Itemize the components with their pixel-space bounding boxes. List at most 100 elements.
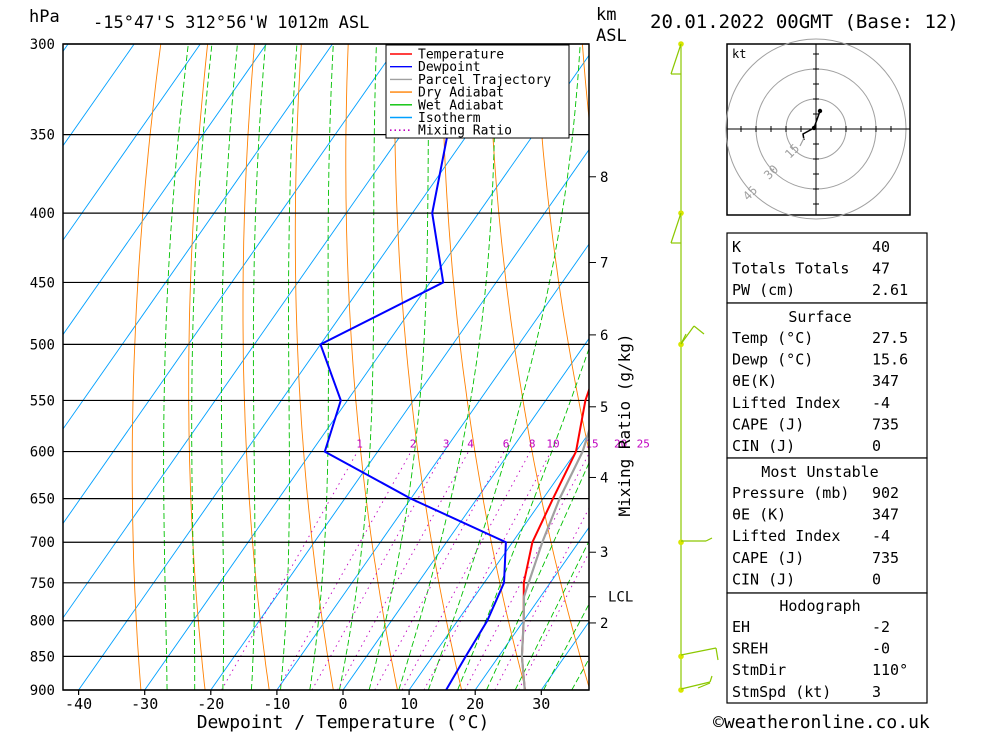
isotherm-line — [63, 44, 399, 525]
km-tick-label: 2 — [600, 616, 608, 632]
legend-label: Dry Adiabat — [418, 86, 504, 101]
most-unstable-row-label: CAPE (J) — [732, 549, 804, 567]
dry-adiabat-line — [957, 44, 1000, 690]
wind-barb — [705, 537, 713, 542]
wet-adiabat-line — [163, 44, 189, 690]
wet-adiabat-line — [250, 44, 266, 690]
isotherm-line — [63, 44, 333, 430]
pressure-tick-label: 700 — [30, 535, 55, 551]
mixing-ratio-label: 10 — [546, 438, 559, 451]
wind-barb — [709, 675, 713, 683]
km-tick-label: 8 — [600, 170, 608, 186]
most-unstable-row-value: 735 — [872, 549, 899, 567]
pressure-tick-label: 350 — [30, 128, 55, 144]
temperature-tick-label: 20 — [466, 695, 484, 713]
dry-adiabat-line — [535, 44, 589, 453]
dry-adiabat-line — [441, 44, 527, 690]
most-unstable-row-label: θE (K) — [732, 506, 786, 524]
most-unstable-row-value: -4 — [872, 527, 890, 545]
pressure-lines — [63, 43, 589, 691]
isotherm-line — [63, 44, 267, 336]
mixing-ratio-label: 4 — [467, 438, 474, 451]
temperature-tick-label: 30 — [532, 695, 550, 713]
isotherm-line — [276, 243, 589, 690]
mixing-ratio-label: 25 — [637, 438, 650, 451]
wind-barb — [670, 43, 682, 75]
hodograph-table-row-value: -0 — [872, 640, 890, 658]
temperature-tick-label: -30 — [131, 695, 158, 713]
wind-barb — [697, 682, 711, 689]
km-tick-label: 5 — [600, 400, 608, 416]
surface-row-label: Dewp (°C) — [732, 351, 813, 369]
most-unstable-row-value: 0 — [872, 570, 881, 588]
isotherm-line — [144, 54, 589, 690]
legend-box — [385, 44, 570, 139]
surface-row-label: θE(K) — [732, 372, 777, 390]
hodograph-unit: kt — [732, 47, 746, 61]
wet-adiabat-line — [457, 347, 589, 690]
wind-barb-column — [670, 41, 719, 693]
temperature-tick-label: 0 — [338, 695, 347, 713]
wet-adiabat-line — [398, 44, 497, 690]
km-tick-label: 4 — [600, 470, 608, 486]
hodograph-trace — [802, 110, 821, 141]
hodograph-table-row-value: 110° — [872, 661, 908, 679]
temperature-tick-label: -10 — [263, 695, 290, 713]
surface-row-value: 735 — [872, 415, 899, 433]
pressure-tick-label: 750 — [30, 576, 55, 592]
wet-adiabat-line — [368, 44, 430, 690]
wet-adiabat-line — [280, 44, 298, 690]
wind-barb-dot — [678, 539, 684, 546]
mixing-ratio-labels: 1 2 3 4 6 8 10 15 20 25 — [356, 438, 650, 451]
isotherm-line — [63, 44, 201, 241]
dry-adiabat-line — [294, 44, 334, 690]
wind-barb — [715, 647, 719, 661]
wind-barb-dot — [678, 341, 684, 348]
km-label: km — [596, 5, 616, 25]
surface-row-label: Temp (°C) — [732, 329, 813, 347]
legend-label: Wet Adiabat — [418, 98, 504, 113]
legend-label: Dewpoint — [418, 60, 481, 75]
isotherm-line — [63, 44, 135, 147]
surface-row-value: 15.6 — [872, 351, 908, 369]
pressure-tick-label: 400 — [30, 206, 55, 222]
indices-top-row-value: 40 — [872, 238, 890, 256]
dry-adiabat-line — [488, 44, 589, 689]
hodograph-table-row-label: SREH — [732, 640, 768, 658]
surface-row-value: 27.5 — [872, 329, 908, 347]
hodograph-point — [811, 125, 817, 131]
mixing-ratio-label: 1 — [356, 438, 363, 451]
most-unstable-row-label: Lifted Index — [732, 527, 840, 545]
temperature-tick-label: -20 — [197, 695, 224, 713]
pressure-tick-label: 300 — [30, 37, 55, 53]
hodograph-table-row-value: -2 — [872, 618, 890, 636]
mixing-ratio-label: 20 — [614, 438, 627, 451]
datetime-title: 20.01.2022 00GMT (Base: 12) — [650, 11, 959, 33]
pressure-tick-label: 550 — [30, 393, 55, 409]
wind-barb — [680, 647, 717, 656]
hodograph-table — [726, 592, 928, 704]
legend-label: Mixing Ratio — [418, 124, 512, 139]
pressure-tick-label: 600 — [30, 445, 55, 461]
pressure-tick-label: 900 — [30, 683, 55, 699]
wind-barb — [680, 333, 687, 345]
wet-adiabat-line — [220, 44, 238, 690]
legend-label: Parcel Trajectory — [418, 73, 551, 88]
most-unstable-title: Most Unstable — [761, 463, 878, 481]
wind-barb — [680, 681, 711, 690]
mixing-ratio-label: 8 — [529, 438, 536, 451]
km-tick-label: 6 — [600, 328, 608, 344]
mixing-ratio-axis-label: Mixing Ratio (g/kg) — [615, 333, 634, 516]
surface-row-value: -4 — [872, 394, 890, 412]
wet-adiabat-line — [427, 44, 581, 690]
wind-barb — [693, 325, 705, 335]
profile-lines — [319, 44, 589, 690]
mixing-ratio-label: 6 — [503, 438, 510, 451]
isotherm-line — [63, 44, 466, 619]
dry-adiabat-line — [581, 44, 589, 123]
hodograph-table-row-label: EH — [732, 618, 750, 636]
dry-adiabat-line — [242, 44, 270, 690]
mixing-ratio-label: 3 — [443, 438, 450, 451]
